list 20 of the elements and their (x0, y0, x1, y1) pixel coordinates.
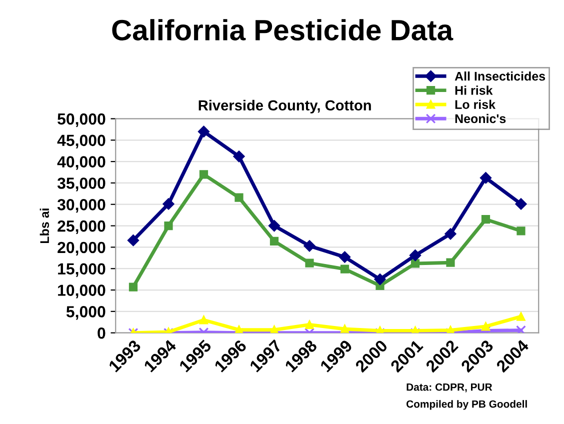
legend-label: All Insecticides (454, 71, 546, 81)
y-tick-label: 5,000 (66, 306, 106, 320)
y-tick-label: 15,000 (58, 263, 106, 277)
chart-subtitle: Riverside County, Cotton (198, 100, 371, 114)
y-tick-label: 0 (98, 327, 106, 339)
y-tick-label: 20,000 (58, 242, 106, 256)
y-tick-label: 10,000 (58, 284, 106, 298)
y-tick-label: 25,000 (58, 220, 106, 234)
y-tick-label: 45,000 (57, 134, 106, 148)
legend-label: Hi risk (455, 86, 493, 95)
chart-title: California Pesticide Data (112, 19, 454, 41)
y-tick-label: 50,000 (58, 113, 106, 127)
text: Data: CDPR, PUR (406, 383, 492, 392)
y-tick-label: 30,000 (57, 199, 106, 213)
legend-label: Lo risk (455, 100, 496, 109)
legend-label: Neonic's (455, 114, 506, 124)
y-tick-label: 35,000 (57, 178, 106, 192)
y-tick-label: 40,000 (57, 156, 106, 170)
text: Compiled by PB Goodell (406, 400, 527, 410)
y-axis-title: Lbs ai (40, 208, 50, 244)
